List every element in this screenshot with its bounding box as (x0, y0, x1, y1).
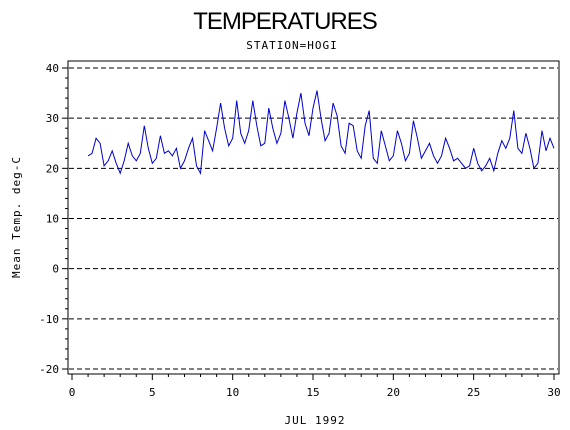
y-axis-label: Mean Temp. deg-C (10, 156, 23, 278)
y-tick-label: 20 (46, 162, 59, 175)
chart-title: TEMPERATURES (193, 8, 377, 35)
y-tick-label: -10 (39, 313, 59, 326)
y-tick-label: 10 (46, 213, 59, 226)
series-group (87, 90, 555, 175)
y-tick-label: 40 (46, 62, 59, 75)
y-tick-label: 0 (52, 263, 59, 276)
grid-lines (69, 67, 558, 370)
x-tick-label: 30 (547, 386, 560, 399)
x-tick-label: 20 (387, 386, 400, 399)
plot-frame (67, 60, 560, 375)
minor-ticks (65, 77, 539, 377)
x-axis-ticks: 0 5 10 15 20 25 30 (69, 374, 561, 399)
x-tick-label: 15 (306, 386, 319, 399)
y-tick-label: 30 (46, 112, 59, 125)
chart-subtitle: STATION=HOGI (246, 39, 337, 52)
x-tick-label: 0 (69, 386, 76, 399)
x-tick-label: 25 (467, 386, 480, 399)
y-axis-ticks: -20 -10 0 10 20 30 40 (39, 62, 68, 376)
y-tick-label: -20 (39, 363, 59, 376)
x-tick-label: 5 (149, 386, 156, 399)
series-line (87, 90, 555, 175)
x-axis-label: JUL 1992 (285, 414, 346, 427)
x-tick-label: 10 (226, 386, 239, 399)
